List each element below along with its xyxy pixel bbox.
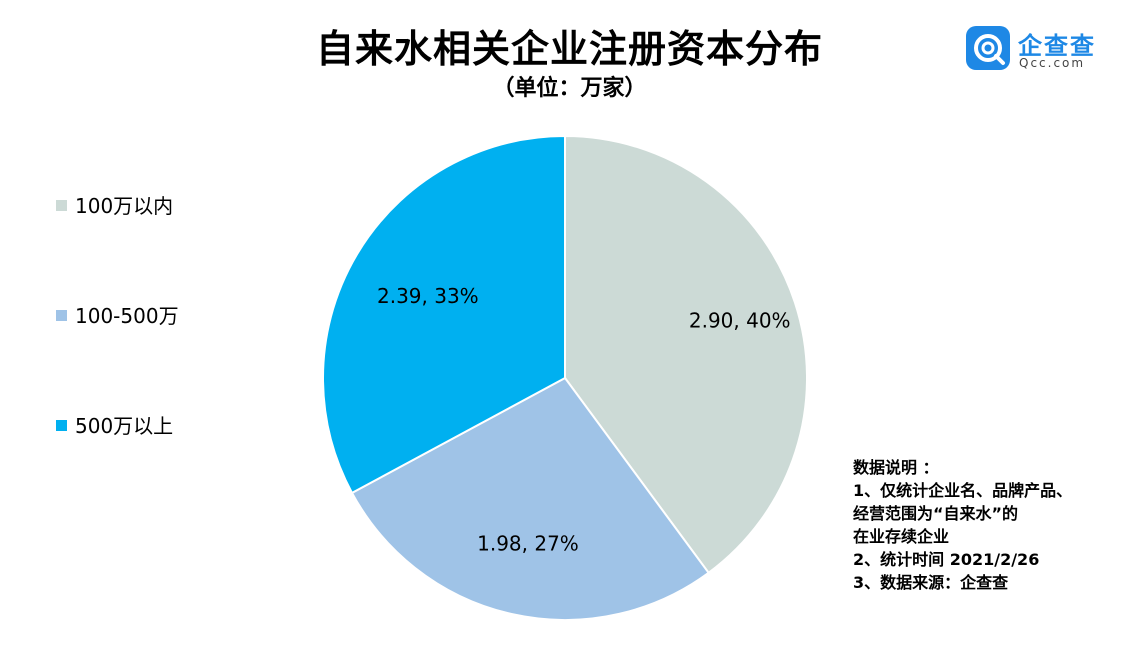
pie-slice-100-500 [350, 376, 710, 621]
legend-item-over-500: 500万以上 [56, 410, 173, 439]
legend-swatch-100-500 [56, 310, 67, 321]
legend-swatch-under-100 [56, 200, 67, 211]
data-label-under-100: 2.90, 40% [689, 309, 791, 333]
legend-item-under-100: 100万以内 [56, 190, 173, 219]
qcc-logo-icon [966, 26, 1010, 70]
note-line: 2、统计时间 2021/2/26 [853, 550, 1040, 569]
legend-label-under-100: 100万以内 [75, 194, 174, 218]
data-note: 数据说明 ： 1、仅统计企业名、品牌产品、 经营范围为“自来水”的 在业存续企业… [853, 456, 1072, 594]
note-line: 3、数据来源：企查查 [853, 573, 1009, 592]
note-line: 在业存续企业 [853, 527, 950, 546]
data-label-100-500: 1.98, 27% [477, 531, 579, 555]
note-line: 经营范围为“自来水”的 [853, 504, 1019, 523]
pie-slice-over-500 [322, 134, 566, 495]
legend-swatch-over-500 [56, 420, 67, 431]
note-line: 1、仅统计企业名、品牌产品、 [853, 481, 1073, 500]
note-line: 数据说明 ： [853, 458, 939, 477]
logo-name: 企查查 [1018, 32, 1096, 60]
logo-domain: Qcc.com [1019, 56, 1086, 70]
legend-item-100-500: 100-500万 [56, 300, 179, 329]
legend-label-over-500: 500万以上 [75, 414, 174, 438]
chart-title: 自来水相关企业注册资本分布 [315, 27, 823, 71]
legend-label-100-500: 100-500万 [75, 304, 179, 328]
pie-slice-under-100 [564, 134, 808, 575]
chart-subtitle: （单位：万家） [492, 76, 647, 101]
data-label-over-500: 2.39, 33% [377, 284, 479, 308]
qcc-logo: 企查查 Qcc.com [966, 26, 1126, 74]
